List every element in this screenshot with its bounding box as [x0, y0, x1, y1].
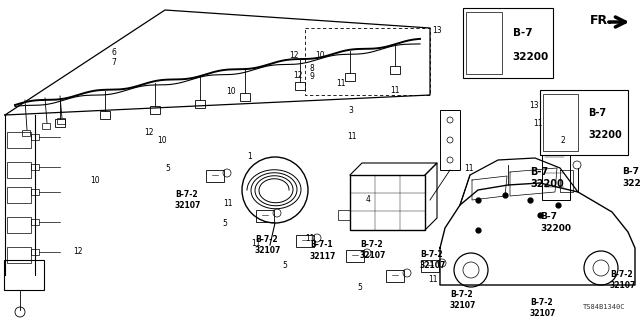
- Text: 6: 6: [111, 48, 116, 57]
- Text: B-7-2: B-7-2: [530, 298, 552, 307]
- Text: 4: 4: [365, 196, 371, 204]
- Text: 10: 10: [157, 136, 167, 145]
- Bar: [150, 106, 160, 114]
- Text: 32200: 32200: [530, 179, 564, 189]
- Text: 12: 12: [290, 52, 299, 60]
- Text: B-7: B-7: [530, 167, 548, 177]
- Bar: [466, 12, 502, 74]
- Text: 32107: 32107: [175, 201, 202, 210]
- Text: B-7-2: B-7-2: [175, 190, 198, 199]
- Bar: [7, 217, 31, 233]
- Bar: [240, 92, 250, 100]
- Text: 11: 11: [429, 275, 438, 284]
- Text: 11: 11: [348, 132, 356, 141]
- Text: 32107: 32107: [610, 281, 636, 290]
- Text: 5: 5: [357, 284, 362, 292]
- Bar: [7, 162, 31, 178]
- Text: B-7: B-7: [622, 167, 639, 176]
- Bar: [542, 145, 570, 200]
- Text: 32107: 32107: [530, 309, 556, 318]
- Bar: [540, 90, 628, 155]
- Bar: [421, 260, 439, 272]
- Text: 32107: 32107: [360, 251, 387, 260]
- Text: 32107: 32107: [420, 261, 446, 270]
- Text: B-7-2: B-7-2: [360, 240, 383, 249]
- Bar: [57, 118, 65, 124]
- Text: 5: 5: [282, 261, 287, 270]
- Text: B-7-2: B-7-2: [610, 270, 632, 279]
- Bar: [386, 270, 404, 282]
- Text: 13: 13: [529, 101, 540, 110]
- Text: 32117: 32117: [310, 252, 337, 261]
- Text: 3: 3: [348, 106, 353, 115]
- Text: 9: 9: [310, 72, 315, 81]
- Text: 11: 11: [465, 164, 474, 173]
- Text: FR.: FR.: [590, 14, 613, 27]
- Text: 12: 12: [293, 71, 302, 80]
- Bar: [206, 170, 224, 182]
- Bar: [100, 111, 110, 119]
- Bar: [31, 164, 39, 170]
- Text: 32200: 32200: [622, 179, 640, 188]
- Text: B-7-2: B-7-2: [450, 290, 472, 299]
- Bar: [463, 8, 553, 78]
- Text: 10: 10: [226, 87, 236, 96]
- Text: 2: 2: [561, 136, 566, 145]
- Text: 1: 1: [247, 152, 252, 161]
- Bar: [440, 110, 460, 170]
- Bar: [4, 260, 44, 290]
- Bar: [7, 187, 31, 203]
- Bar: [338, 210, 350, 220]
- Text: 11: 11: [223, 199, 232, 208]
- Text: 32107: 32107: [450, 301, 476, 310]
- Text: 32200: 32200: [588, 131, 622, 140]
- Text: B-7: B-7: [513, 28, 532, 37]
- Bar: [31, 249, 39, 255]
- Bar: [296, 235, 314, 247]
- Text: 11: 11: [305, 234, 314, 243]
- Bar: [543, 94, 578, 151]
- Bar: [390, 67, 400, 75]
- Bar: [31, 219, 39, 225]
- Text: 8: 8: [310, 64, 315, 73]
- Text: B-7-1: B-7-1: [310, 240, 333, 249]
- Text: 5: 5: [223, 220, 228, 228]
- Text: TS84B1340C: TS84B1340C: [582, 304, 625, 310]
- Text: 11: 11: [533, 119, 542, 128]
- Text: 32200: 32200: [513, 52, 548, 62]
- Text: 11: 11: [337, 79, 346, 88]
- Text: 10: 10: [90, 176, 100, 185]
- Bar: [7, 132, 31, 148]
- Bar: [55, 119, 65, 127]
- Bar: [31, 134, 39, 140]
- Text: B-7-2: B-7-2: [255, 235, 278, 244]
- Bar: [345, 73, 355, 81]
- Text: 7: 7: [111, 58, 116, 67]
- Text: 10: 10: [315, 52, 325, 60]
- Text: 32107: 32107: [255, 246, 282, 255]
- Text: 32200: 32200: [540, 224, 571, 233]
- Text: B-7: B-7: [588, 108, 607, 118]
- Text: B-7-2: B-7-2: [420, 250, 443, 259]
- Bar: [195, 100, 205, 108]
- Bar: [22, 130, 30, 136]
- Bar: [256, 210, 274, 222]
- Bar: [295, 82, 305, 90]
- Text: B-7: B-7: [540, 212, 557, 221]
- Bar: [42, 123, 50, 129]
- Text: 12: 12: [144, 128, 153, 137]
- Text: 5: 5: [165, 164, 170, 173]
- Text: 12: 12: [74, 247, 83, 256]
- Text: 11: 11: [252, 239, 260, 248]
- Bar: [350, 175, 425, 230]
- Text: 13: 13: [432, 26, 442, 35]
- Bar: [31, 189, 39, 195]
- Bar: [7, 247, 31, 263]
- Bar: [346, 250, 364, 262]
- Text: 11: 11: [390, 86, 399, 95]
